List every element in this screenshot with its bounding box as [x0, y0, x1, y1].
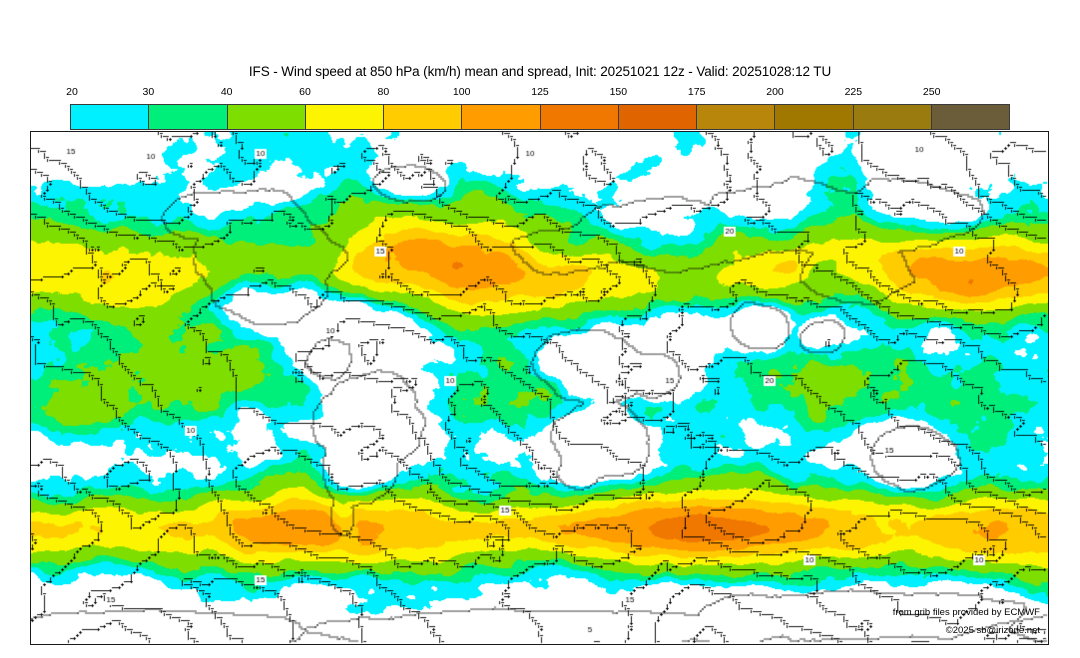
colorbar-band-0 [71, 105, 150, 129]
colorbar-tick-labels: 20 30 40 60 80 100 125 150 175 200 225 250 [66, 86, 1010, 102]
colorbar-tick-250: 250 [922, 86, 941, 98]
wind-speed-map [31, 132, 1048, 644]
colorbar-band-5 [462, 105, 541, 129]
colorbar-band-11 [931, 105, 1009, 129]
colorbar-tick-80: 80 [377, 86, 390, 98]
colorbar-band-10 [853, 105, 932, 129]
colorbar-band-9 [775, 105, 854, 129]
colorbar-band-8 [697, 105, 776, 129]
data-source-attribution: from grib files provided by ECMWF [892, 607, 1040, 618]
colorbar-tick-150: 150 [609, 86, 628, 98]
chart-title: IFS - Wind speed at 850 hPa (km/h) mean … [248, 64, 832, 79]
colorbar-tick-60: 60 [299, 86, 311, 98]
colorbar-tick-175: 175 [687, 86, 706, 98]
colorbar-band-3 [305, 105, 384, 129]
colorbar-tick-125: 125 [531, 86, 549, 98]
colorbar-tick-20: 20 [66, 86, 78, 98]
colorbar-bands [70, 104, 1010, 130]
colorbar-tick-100: 100 [452, 86, 471, 98]
colorbar-tick-30: 30 [142, 86, 155, 98]
colorbar-band-1 [149, 105, 228, 129]
colorbar-band-6 [540, 105, 619, 129]
colorbar-band-4 [384, 105, 463, 129]
colorbar-tick-40: 40 [220, 86, 233, 98]
map-panel: from grib files provided by ECMWF ©2025 … [30, 131, 1049, 645]
colorbar-tick-200: 200 [766, 86, 784, 98]
colorbar-band-7 [618, 105, 697, 129]
colorbar-tick-225: 225 [844, 86, 863, 98]
colorbar-band-2 [227, 105, 306, 129]
colorbar: 20 30 40 60 80 100 125 150 175 200 225 250 [66, 86, 1010, 130]
copyright-attribution: ©2025 sb@irizone.net [945, 625, 1040, 636]
